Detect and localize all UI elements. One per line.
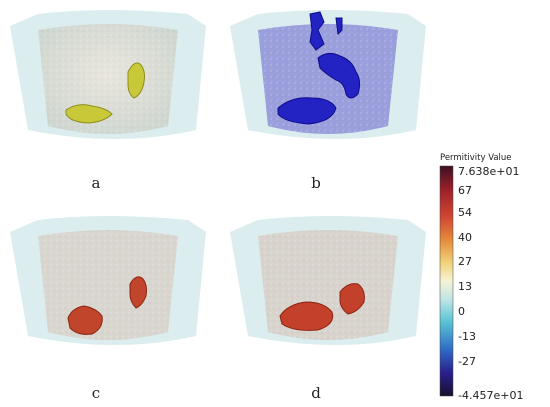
panel-b-label: b (311, 174, 321, 192)
colorbar-title: Permitivity Value (440, 153, 512, 163)
panel-a-blob-left (65, 104, 113, 124)
panel-a: a (10, 10, 206, 192)
colorbar-tick: -13 (458, 330, 476, 343)
colorbar-min-label: -4.457e+01 (458, 389, 523, 402)
panel-b-blob-bottom (277, 97, 337, 125)
panel-c-blob-left (67, 305, 103, 335)
colorbar: Permitivity Value 7.638e+01 67 54 40 27 … (439, 153, 523, 402)
colorbar-tick: 54 (458, 206, 472, 219)
panel-b-blob-upper-right (335, 17, 343, 36)
colorbar-tick: 0 (458, 305, 465, 318)
panel-d-blob-right (339, 283, 365, 315)
panel-d-label: d (311, 384, 321, 402)
colorbar-tick: 67 (458, 184, 472, 197)
panel-b-blob-top (309, 11, 325, 51)
panel-c-blob-right (129, 276, 147, 309)
panel-d-blob-left (279, 301, 334, 331)
panel-b-blob-right (317, 52, 361, 99)
panel-c-label: c (92, 384, 100, 402)
panel-a-label: a (92, 174, 101, 192)
panel-a-blob-right (127, 62, 145, 99)
colorbar-tick: 27 (458, 255, 472, 268)
colorbar-tick: -27 (458, 355, 476, 368)
panel-d: d (230, 216, 426, 402)
colorbar-max-label: 7.638e+01 (458, 165, 519, 178)
colorbar-tick: 13 (458, 280, 472, 293)
panel-b: b (230, 10, 426, 192)
panel-c: c (10, 216, 206, 402)
colorbar-tick: 40 (458, 231, 472, 244)
colorbar-gradient (439, 165, 454, 397)
